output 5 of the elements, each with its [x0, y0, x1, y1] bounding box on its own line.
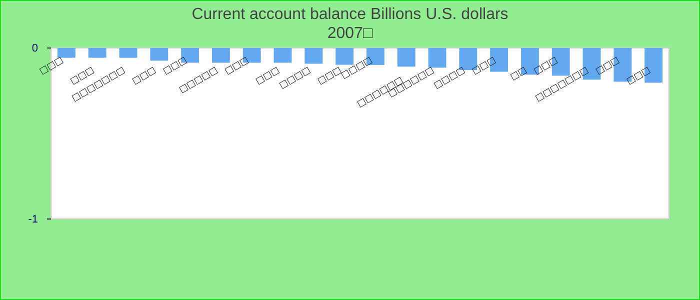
- chart-subtitle: 2007□: [327, 25, 373, 42]
- y-tick-label: -1: [28, 214, 38, 226]
- chart-title: Current account balance Billions U.S. dollars: [192, 6, 508, 23]
- y-tick-label: 0: [32, 42, 38, 55]
- x-tick-label: □□: [508, 65, 529, 83]
